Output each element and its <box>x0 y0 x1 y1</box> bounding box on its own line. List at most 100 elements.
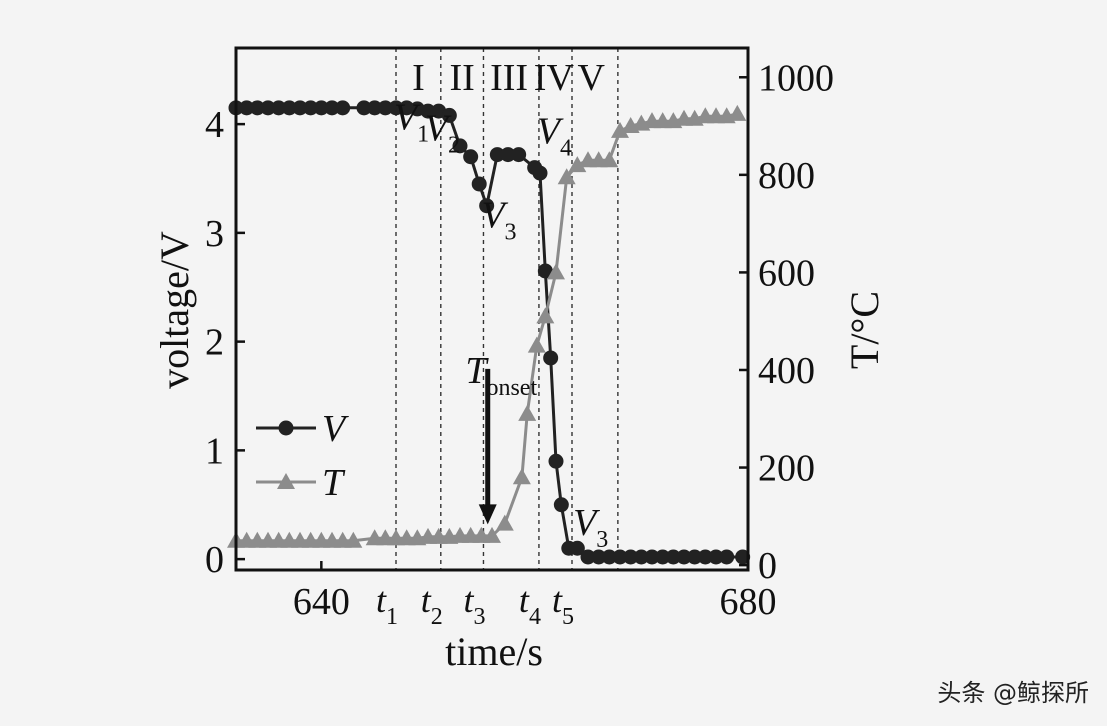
series-T-point <box>527 336 546 353</box>
series-V-point <box>377 100 393 116</box>
series-V-point <box>335 100 351 116</box>
text-layer: time/s voltage/V T/°C I II III IV VV1V2V3V4V… <box>152 57 887 674</box>
series-V-point <box>553 497 569 513</box>
y-axis-title-right: T/°C <box>842 291 887 369</box>
y-left-tick-label: 1 <box>205 430 224 472</box>
series-V-point <box>719 549 735 565</box>
series-T-point <box>600 151 619 168</box>
axes-layer: 0 1 2 3 4 0 200 400 600 800 1000 640 680 t1 t2 t3 t4 t5 <box>205 57 834 630</box>
series-V-point <box>612 549 628 565</box>
series-V-point <box>388 100 404 116</box>
series-T-point <box>495 514 514 531</box>
legend: VT <box>256 408 349 504</box>
annotation-V4: V4 <box>537 111 572 162</box>
series-T-point <box>536 307 555 324</box>
series-T-point <box>344 531 363 548</box>
series-V-point <box>537 263 553 279</box>
x-marker-label-t5: t5 <box>552 580 574 630</box>
series-T-point <box>483 526 501 543</box>
legend-label-V: V <box>322 408 349 450</box>
y-left-tick-label: 0 <box>205 539 224 581</box>
y-left-tick-label: 2 <box>205 322 224 364</box>
series-T <box>227 104 747 548</box>
series-V-point <box>367 100 383 116</box>
x-tick-label: 640 <box>293 581 350 623</box>
annotation-Tonset: Tonset <box>465 350 537 401</box>
series-T-point <box>611 121 629 138</box>
series-V-point <box>452 138 468 154</box>
y-axis-title-left: voltage/V <box>152 231 197 389</box>
series-V-point <box>532 165 548 181</box>
series-V-point <box>601 549 617 565</box>
marker-lines <box>395 48 619 570</box>
series-T-point <box>728 104 747 121</box>
series-V-point <box>249 100 265 116</box>
series-V-point <box>281 100 297 116</box>
region-label-III: III <box>490 57 528 99</box>
y-left-tick-label: 3 <box>205 213 224 255</box>
series-V-point <box>697 549 713 565</box>
series-V-point <box>580 549 596 565</box>
legend-marker-V <box>278 420 294 436</box>
series-V-point <box>569 540 585 556</box>
series-V-point <box>489 147 505 163</box>
series-V-point <box>239 100 255 116</box>
watermark: 头条 @鲸探所 <box>937 679 1089 707</box>
y-right-tick-label: 200 <box>758 448 815 490</box>
series-V-point <box>633 549 649 565</box>
series-V-point <box>665 549 681 565</box>
series-V-point <box>356 100 372 116</box>
series-T-point <box>568 156 587 173</box>
y-right-tick-label: 0 <box>758 545 777 587</box>
series-V-point <box>471 176 487 192</box>
region-label-V: V <box>577 57 605 99</box>
series-V-point <box>463 149 479 165</box>
series-V-point <box>271 100 287 116</box>
series-V-point <box>292 100 308 116</box>
y-right-tick-label: 600 <box>758 252 815 294</box>
series-V-point <box>420 103 436 119</box>
series-V-point <box>479 198 495 214</box>
series-V-point <box>591 549 607 565</box>
series-V <box>228 100 751 565</box>
annotation-V2: V2 <box>425 107 460 158</box>
series-V-point <box>441 107 457 123</box>
x-axis-title: time/s <box>445 629 543 674</box>
annotation-V1: V1 <box>394 97 429 148</box>
region-label-IV: IV <box>534 57 575 99</box>
series-V-point <box>644 549 660 565</box>
series-V-point <box>548 453 564 469</box>
y-left-tick-label: 4 <box>205 104 224 146</box>
onset-arrow-head <box>478 504 497 525</box>
x-marker-label-t4: t4 <box>519 580 541 630</box>
series-V-point <box>511 147 527 163</box>
x-tick-label: 680 <box>720 581 777 623</box>
series-T-point <box>547 263 565 280</box>
series-V-point <box>708 549 724 565</box>
y-right-tick-label: 400 <box>758 350 815 392</box>
region-label-I: I <box>412 57 425 99</box>
series-T-point <box>518 404 537 421</box>
series-V-point <box>313 100 329 116</box>
series-V-point <box>735 549 751 565</box>
series-V-point <box>500 147 516 163</box>
x-marker-label-t1: t1 <box>376 580 398 630</box>
series-T-point <box>512 468 531 485</box>
y-right-tick-label: 1000 <box>758 57 834 99</box>
series-V-point <box>303 100 319 116</box>
legend-marker-T <box>277 473 295 489</box>
series-T-point <box>557 168 576 185</box>
series-V-point <box>260 100 276 116</box>
annotation-V3: V3 <box>573 502 608 553</box>
series-layer <box>227 100 751 565</box>
series-V-point <box>623 549 639 565</box>
legend-label-T: T <box>322 462 346 504</box>
x-marker-label-t2: t2 <box>421 580 443 630</box>
region-label-II: II <box>449 57 474 99</box>
annotation-V3: V3 <box>481 194 516 245</box>
series-V-point <box>543 350 559 366</box>
series-V-point <box>655 549 671 565</box>
series-V-point <box>676 549 692 565</box>
series-V-point <box>324 100 340 116</box>
